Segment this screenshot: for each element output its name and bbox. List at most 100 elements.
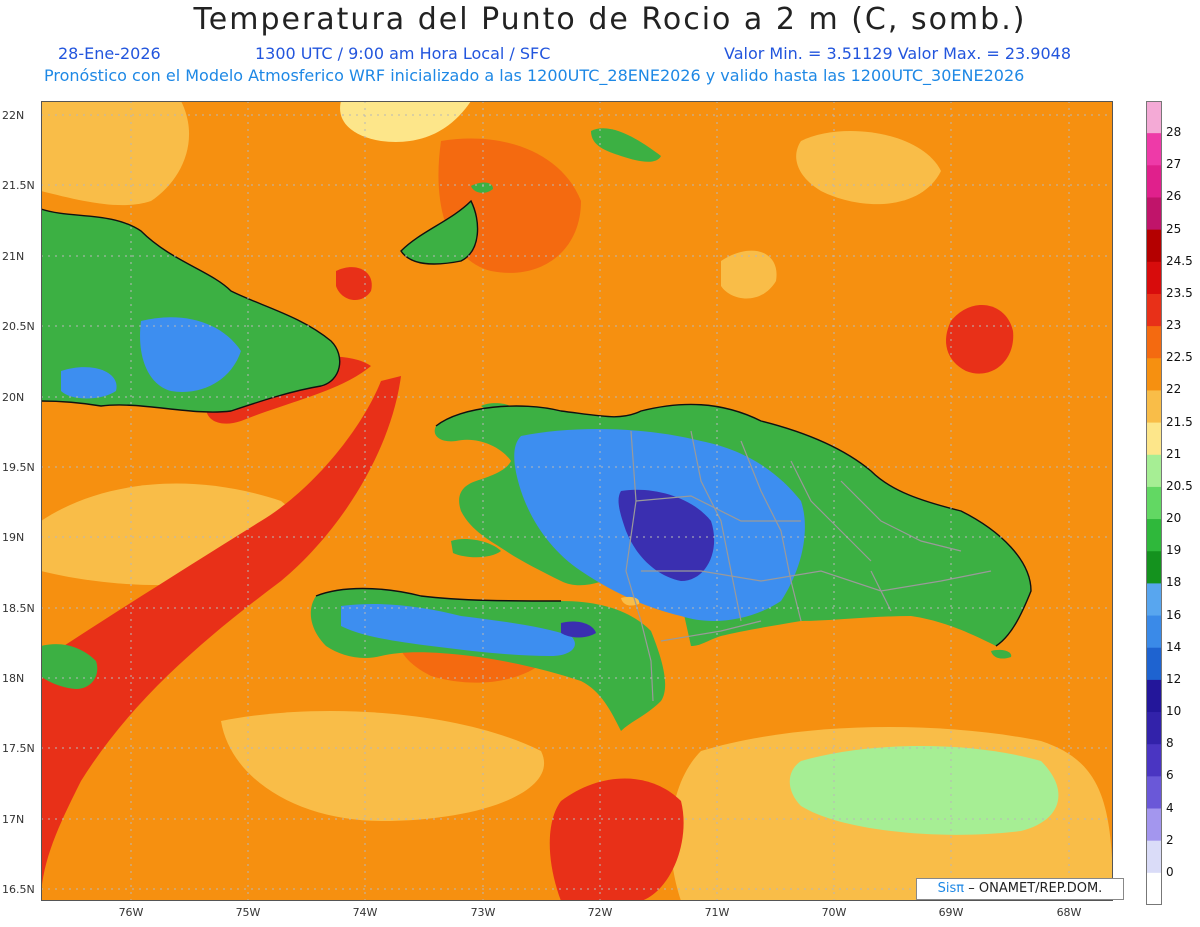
- model-info: Pronóstico con el Modelo Atmosferico WRF…: [44, 66, 1025, 85]
- colorbar-label: 26: [1166, 189, 1182, 204]
- red-zone-north: [336, 267, 372, 301]
- colorbar-label: 24.5: [1166, 253, 1193, 268]
- colorbar-swatch: [1146, 647, 1162, 681]
- cuba-lowland-west: [61, 367, 117, 399]
- page-title: Temperatura del Punto de Rocio a 2 m (C,…: [193, 2, 1027, 37]
- lon-label: 75W: [235, 906, 261, 919]
- colorbar-swatch: [1146, 551, 1162, 584]
- lat-label: 17N: [2, 813, 25, 826]
- forecast-time: 1300 UTC / 9:00 am Hora Local / SFC: [255, 44, 551, 63]
- lat-label: 18.5N: [2, 602, 35, 615]
- red-zone-south: [549, 778, 684, 901]
- colorbar-swatch: [1146, 101, 1162, 134]
- lat-label: 16.5N: [2, 883, 35, 896]
- lon-label: 72W: [587, 906, 613, 919]
- yellow-zone-s: [221, 711, 545, 821]
- colorbar-label: 18: [1166, 575, 1182, 590]
- colorbar-swatch: [1146, 872, 1162, 905]
- lat-label: 17.5N: [2, 742, 35, 755]
- yellow-zone-ne: [796, 131, 941, 205]
- colorbar-label: 4: [1166, 800, 1174, 815]
- colorbar-swatch: [1146, 454, 1162, 488]
- massif-low: [561, 621, 596, 638]
- colorbar-label: 20.5: [1166, 478, 1193, 493]
- cordillera-central-low: [618, 489, 715, 581]
- saona-island: [991, 649, 1012, 659]
- cuba-land: [41, 209, 340, 413]
- colorbar-label: 12: [1166, 671, 1182, 686]
- green-zone-se: [789, 746, 1059, 835]
- cuba-lowland: [140, 317, 241, 392]
- colorbar-label: 0: [1166, 864, 1174, 879]
- hispaniola-southwest-highlands: [341, 604, 575, 656]
- colorbar-swatch: [1146, 133, 1162, 166]
- colorbar-label: 27: [1166, 157, 1182, 172]
- colorbar-swatch: [1146, 486, 1162, 520]
- colorbar-label: 16: [1166, 607, 1182, 622]
- yellow-zone-nw: [41, 101, 190, 206]
- colorbar-label: 25: [1166, 221, 1182, 236]
- yellow-zone-top: [340, 101, 471, 142]
- colorbar-swatch: [1146, 519, 1162, 552]
- lat-label: 22N: [2, 109, 25, 122]
- lon-label: 73W: [470, 906, 496, 919]
- lat-label: 20.5N: [2, 320, 35, 333]
- colorbar-swatch: [1146, 712, 1162, 745]
- lon-label: 71W: [704, 906, 730, 919]
- gonave-island: [451, 539, 501, 558]
- lon-label: 70W: [821, 906, 847, 919]
- colorbar-label: 28: [1166, 125, 1182, 140]
- colorbar-swatch: [1146, 165, 1162, 198]
- colorbar-label: 21.5: [1166, 414, 1193, 429]
- colorbar-label: 2: [1166, 832, 1174, 847]
- colorbar-swatch: [1146, 840, 1162, 874]
- dewpoint-map: [41, 101, 1113, 901]
- colorbar-label: 22: [1166, 382, 1182, 397]
- province-boundaries: [625, 430, 992, 702]
- lat-label: 21N: [2, 250, 25, 263]
- colorbar-swatch: [1146, 615, 1162, 649]
- sispi-logo-text: Sisπ: [937, 881, 965, 896]
- credit-box: Sisπ – ONAMET/REP.DOM.: [916, 878, 1124, 900]
- colorbar-swatch: [1146, 293, 1162, 327]
- red-band-west: [41, 376, 401, 901]
- colorbar-swatch: [1146, 326, 1162, 359]
- lon-label: 74W: [352, 906, 378, 919]
- min-max-values: Valor Min. = 3.51129 Valor Max. = 23.904…: [724, 44, 1072, 63]
- colorbar-swatch: [1146, 808, 1162, 842]
- colorbar-swatch: [1146, 390, 1162, 424]
- lat-label: 19.5N: [2, 461, 35, 474]
- colorbar-swatch: [1146, 229, 1162, 263]
- tortuga-island: [481, 403, 513, 413]
- lon-label: 68W: [1056, 906, 1082, 919]
- colorbar-swatch: [1146, 583, 1162, 617]
- colorbar-swatch: [1146, 358, 1162, 391]
- lat-lon-grid: [41, 101, 1113, 901]
- credit-text: – ONAMET/REP.DOM.: [968, 881, 1103, 896]
- colorbar-label: 10: [1166, 704, 1182, 719]
- colorbar: [1146, 101, 1162, 905]
- colorbar-swatch: [1146, 197, 1162, 231]
- great-inagua-island: [401, 201, 478, 264]
- caicos-islands: [591, 128, 661, 162]
- colorbar-swatch: [1146, 422, 1162, 456]
- lat-label: 20N: [2, 391, 25, 404]
- lon-label: 76W: [118, 906, 144, 919]
- lat-label: 19N: [2, 531, 25, 544]
- colorbar-label: 23.5: [1166, 285, 1193, 300]
- lat-label: 18N: [2, 672, 25, 685]
- red-zone-east: [946, 304, 1014, 374]
- colorbar-label: 23: [1166, 318, 1182, 333]
- colorbar-swatch: [1146, 679, 1162, 713]
- colorbar-swatch: [1146, 744, 1162, 777]
- colorbar-label: 21: [1166, 446, 1182, 461]
- lat-label: 21.5N: [2, 179, 35, 192]
- colorbar-label: 14: [1166, 639, 1182, 654]
- colorbar-label: 22.5: [1166, 350, 1193, 365]
- colorbar-label: 8: [1166, 736, 1174, 751]
- colorbar-label: 6: [1166, 768, 1174, 783]
- colorbar-swatch: [1146, 776, 1162, 810]
- lon-label: 69W: [938, 906, 964, 919]
- colorbar-label: 19: [1166, 543, 1182, 558]
- forecast-date: 28-Ene-2026: [58, 44, 161, 63]
